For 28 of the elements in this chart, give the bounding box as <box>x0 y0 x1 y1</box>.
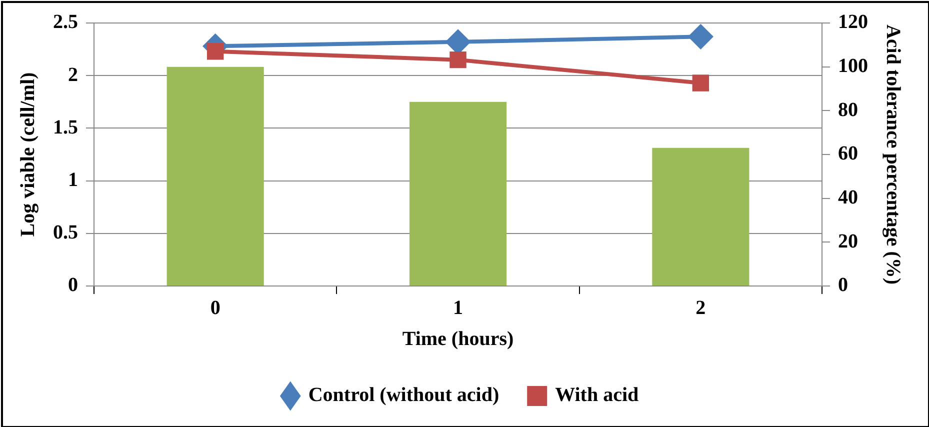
y-tick-label: 2.5 <box>53 11 78 34</box>
y-tick-label: 1 <box>68 168 78 191</box>
x-tick-label: 1 <box>453 297 463 320</box>
y-tick-label: 1.5 <box>53 116 78 138</box>
y-tick-label: 2 <box>68 64 78 86</box>
legend-label: With acid <box>555 384 639 406</box>
point <box>450 51 466 68</box>
point <box>206 43 224 60</box>
x-axis-title: Time (hours) <box>402 328 514 350</box>
bar <box>166 66 264 286</box>
legend-label: Control (without acid) <box>308 384 500 406</box>
y2-tick-label: 40 <box>838 186 858 209</box>
x-tick-label: 2 <box>696 297 706 320</box>
point <box>688 24 713 49</box>
y2-tick-label: 100 <box>838 55 868 78</box>
y2-axis-title: Acid tolerance percentage (%) <box>882 24 904 285</box>
bar <box>409 102 507 286</box>
y2-tick-label: 80 <box>838 98 858 121</box>
y-tick-label: 0.5 <box>53 222 78 244</box>
x-tick-label: 0 <box>210 297 220 320</box>
bar <box>652 148 750 286</box>
point <box>692 74 710 92</box>
y2-tick-label: 120 <box>838 11 868 34</box>
y2-tick-label: 0 <box>838 274 848 296</box>
y-tick-label: 0 <box>68 274 78 296</box>
y2-tick-label: 60 <box>838 142 858 165</box>
y-axis-title: Log viable (cell/ml) <box>17 72 40 237</box>
y2-tick-label: 20 <box>838 230 858 252</box>
